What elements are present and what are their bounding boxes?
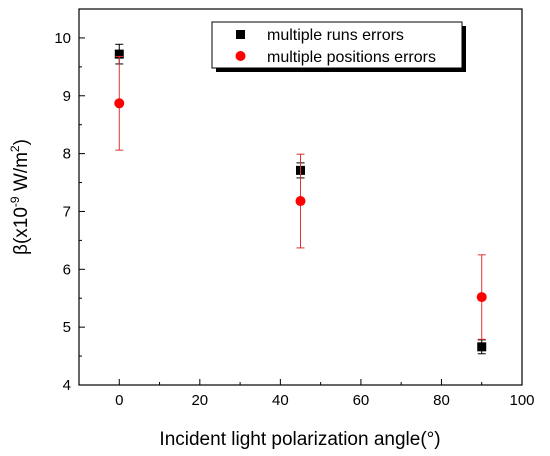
y-tick-label: 6	[63, 261, 71, 278]
data-point	[477, 342, 487, 352]
y-axis-title-prefix: β(x10	[11, 207, 32, 255]
y-tick-label: 4	[63, 377, 71, 394]
legend-box	[211, 21, 463, 69]
y-tick-label: 8	[63, 146, 71, 163]
legend-label-multiple-runs: multiple runs errors	[267, 27, 404, 44]
y-axis-title-suffix: )	[11, 139, 32, 145]
y-tick-label: 7	[63, 203, 71, 220]
y-axis-ticks: 4 5 6 7 8 9 10	[54, 30, 85, 394]
plot-frame	[78, 8, 523, 386]
legend-marker-multiple-runs	[236, 30, 245, 39]
legend: multiple runs errors multiple positions …	[211, 21, 466, 72]
data-point	[114, 49, 124, 59]
plot-area	[78, 8, 523, 386]
data-point	[476, 292, 487, 303]
legend-label-multiple-positions: multiple positions errors	[267, 49, 436, 66]
data-marks	[114, 43, 487, 355]
series-multiple-positions	[114, 55, 487, 340]
x-axis-ticks: 0 20 40 60 80 100	[115, 379, 535, 409]
x-tick-label: 0	[115, 392, 123, 409]
y-axis-title: β(x10-9 W/m2)	[8, 139, 32, 255]
data-point	[114, 98, 125, 109]
y-tick-label: 10	[54, 30, 71, 47]
x-tick-label: 40	[272, 392, 289, 409]
y-axis-title-exp: -9	[8, 196, 22, 207]
x-axis-title: Incident light polarization angle(°)	[159, 429, 440, 450]
y-tick-label: 5	[63, 319, 71, 336]
x-tick-label: 20	[191, 392, 208, 409]
y-axis-title-exp2: 2	[8, 145, 22, 152]
x-tick-label: 100	[509, 392, 534, 409]
x-tick-label: 80	[433, 392, 450, 409]
legend-marker-multiple-positions	[235, 51, 246, 61]
x-tick-label: 60	[353, 392, 370, 409]
y-axis-title-mid: W/m	[11, 152, 32, 196]
data-point	[295, 196, 306, 207]
y-tick-label: 9	[63, 88, 71, 105]
